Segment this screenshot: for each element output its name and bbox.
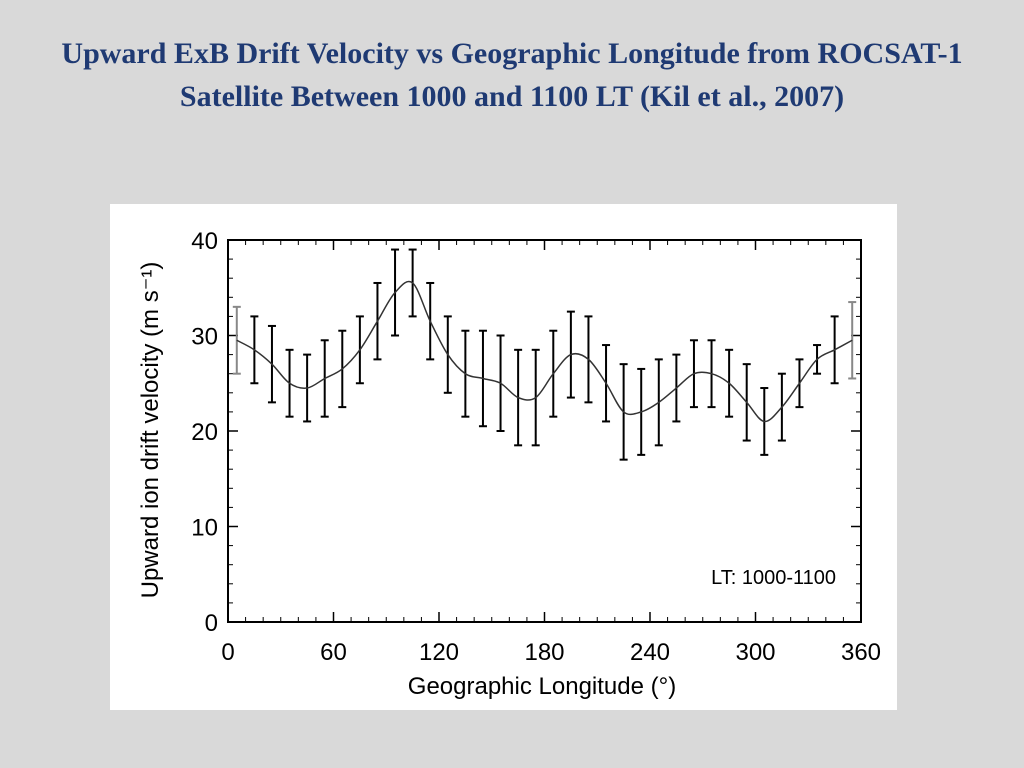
axes (227, 239, 862, 623)
x-tick-label: 300 (735, 639, 775, 666)
x-tick-label: 60 (320, 639, 347, 666)
y-tick-labels: 0 10 20 30 40 (191, 228, 218, 637)
y-tick-label: 30 (191, 324, 218, 351)
y-axis-label: Upward ion drift velocity (m s⁻¹) (137, 262, 164, 599)
x-tick-label: 360 (841, 639, 881, 666)
x-tick-label: 120 (419, 639, 459, 666)
y-tick-label: 0 (205, 610, 218, 637)
chart-annotation: LT: 1000-1100 (711, 567, 836, 589)
x-tick-label: 240 (630, 639, 670, 666)
series-lines (236, 280, 853, 423)
x-axis-label: Geographic Longitude (°) (408, 673, 676, 700)
plot-frame (227, 239, 862, 623)
series-line (236, 280, 853, 423)
y-tick-label: 10 (191, 515, 218, 542)
error-bar (232, 305, 241, 375)
slide-title: Upward ExB Drift Velocity vs Geographic … (61, 37, 963, 113)
x-tick-label: 0 (221, 639, 234, 666)
tick-marks (227, 239, 862, 623)
error-bars (232, 248, 857, 461)
x-tick-label: 180 (524, 639, 564, 666)
chart: 0 60 120 180 240 300 360 0 10 20 30 40 Geographic … (137, 228, 881, 700)
y-tick-label: 40 (191, 228, 218, 255)
figure-panel: 0 60 120 180 240 300 360 0 10 20 30 40 Geographic … (110, 204, 897, 710)
x-tick-labels: 0 60 120 180 240 300 360 (221, 639, 881, 666)
y-tick-label: 20 (191, 419, 218, 446)
